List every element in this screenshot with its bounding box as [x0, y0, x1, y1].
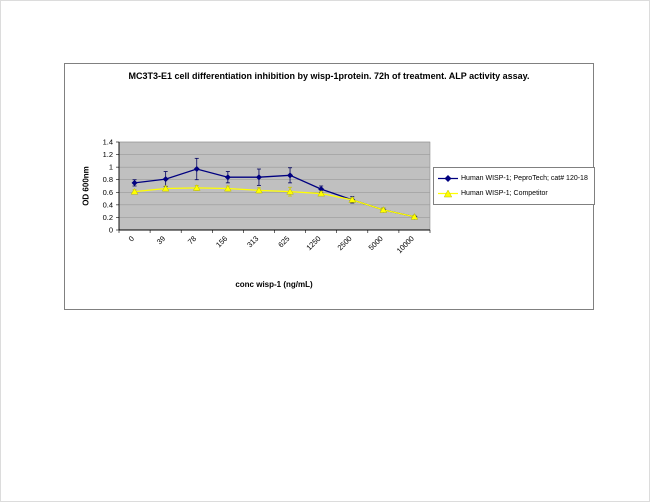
x-tick-label: 313 [245, 234, 260, 249]
y-tick-label: 1 [109, 163, 113, 172]
chart-frame: MC3T3-E1 cell differentiation inhibition… [64, 63, 595, 310]
x-tick-label: 1250 [304, 234, 322, 252]
series-line-1 [134, 187, 415, 218]
x-tick-label: 0 [127, 234, 136, 243]
x-tick-label: 625 [276, 234, 291, 249]
triangle-marker [348, 196, 357, 203]
triangle-marker [317, 189, 325, 197]
y-tick-label: 0.6 [103, 188, 113, 197]
y-tick-label: 0.2 [103, 213, 113, 222]
diamond-marker [224, 174, 231, 181]
x-tick-label: 5000 [367, 234, 385, 252]
plot-area: 0 0.2 0.4 0.6 0.8 1 1.2 1.4 0 39 78 156 313 625 1250 25… [103, 138, 431, 255]
triangle-marker [192, 184, 201, 191]
triangle-marker [224, 184, 232, 192]
chart-title: MC3T3-E1 cell differentiation inhibition… [128, 71, 530, 81]
triangle-marker [255, 186, 263, 194]
diamond-marker [318, 186, 325, 193]
legend-label: Human WISP-1; Competitor [461, 190, 548, 197]
x-tick-label: 39 [155, 234, 167, 246]
legend-label: Human WISP-1; PeproTech; cat# 120-18 [461, 175, 588, 182]
plot-background [118, 141, 431, 231]
y-tick-label: 0.8 [103, 175, 113, 184]
diamond-marker [193, 166, 200, 173]
x-tick-label: 78 [186, 234, 198, 246]
diamond-marker [131, 179, 138, 186]
triangle-marker [410, 213, 419, 220]
y-tick-label: 0 [109, 226, 113, 235]
x-tick-label: 2500 [336, 234, 354, 252]
triangle-marker [379, 206, 388, 213]
legend-entry: Human WISP-1; PeproTech; cat# 120-18 [437, 174, 591, 183]
y-tick-label: 1.4 [103, 138, 113, 147]
triangle-marker [161, 184, 170, 192]
x-axis-title: conc wisp-1 (ng/mL) [235, 280, 313, 289]
x-tick-label: 10000 [395, 234, 416, 255]
series2-triangle-marker-icon [438, 189, 458, 198]
y-tick-label: 1.2 [103, 150, 113, 159]
triangle-marker [130, 187, 139, 195]
series1-diamond-marker-icon [438, 175, 458, 182]
diamond-marker [287, 172, 294, 179]
diamond-marker [162, 176, 169, 183]
x-tick-label: 156 [214, 234, 229, 249]
y-tick-label: 0.4 [103, 200, 113, 209]
triangle-marker [286, 187, 294, 195]
legend: Human WISP-1; PeproTech; cat# 120-18 Hum… [433, 167, 595, 205]
legend-entry: Human WISP-1; Competitor [437, 189, 591, 198]
diamond-marker [255, 174, 262, 181]
